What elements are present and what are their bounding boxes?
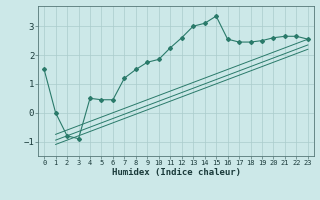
X-axis label: Humidex (Indice chaleur): Humidex (Indice chaleur) — [111, 168, 241, 177]
